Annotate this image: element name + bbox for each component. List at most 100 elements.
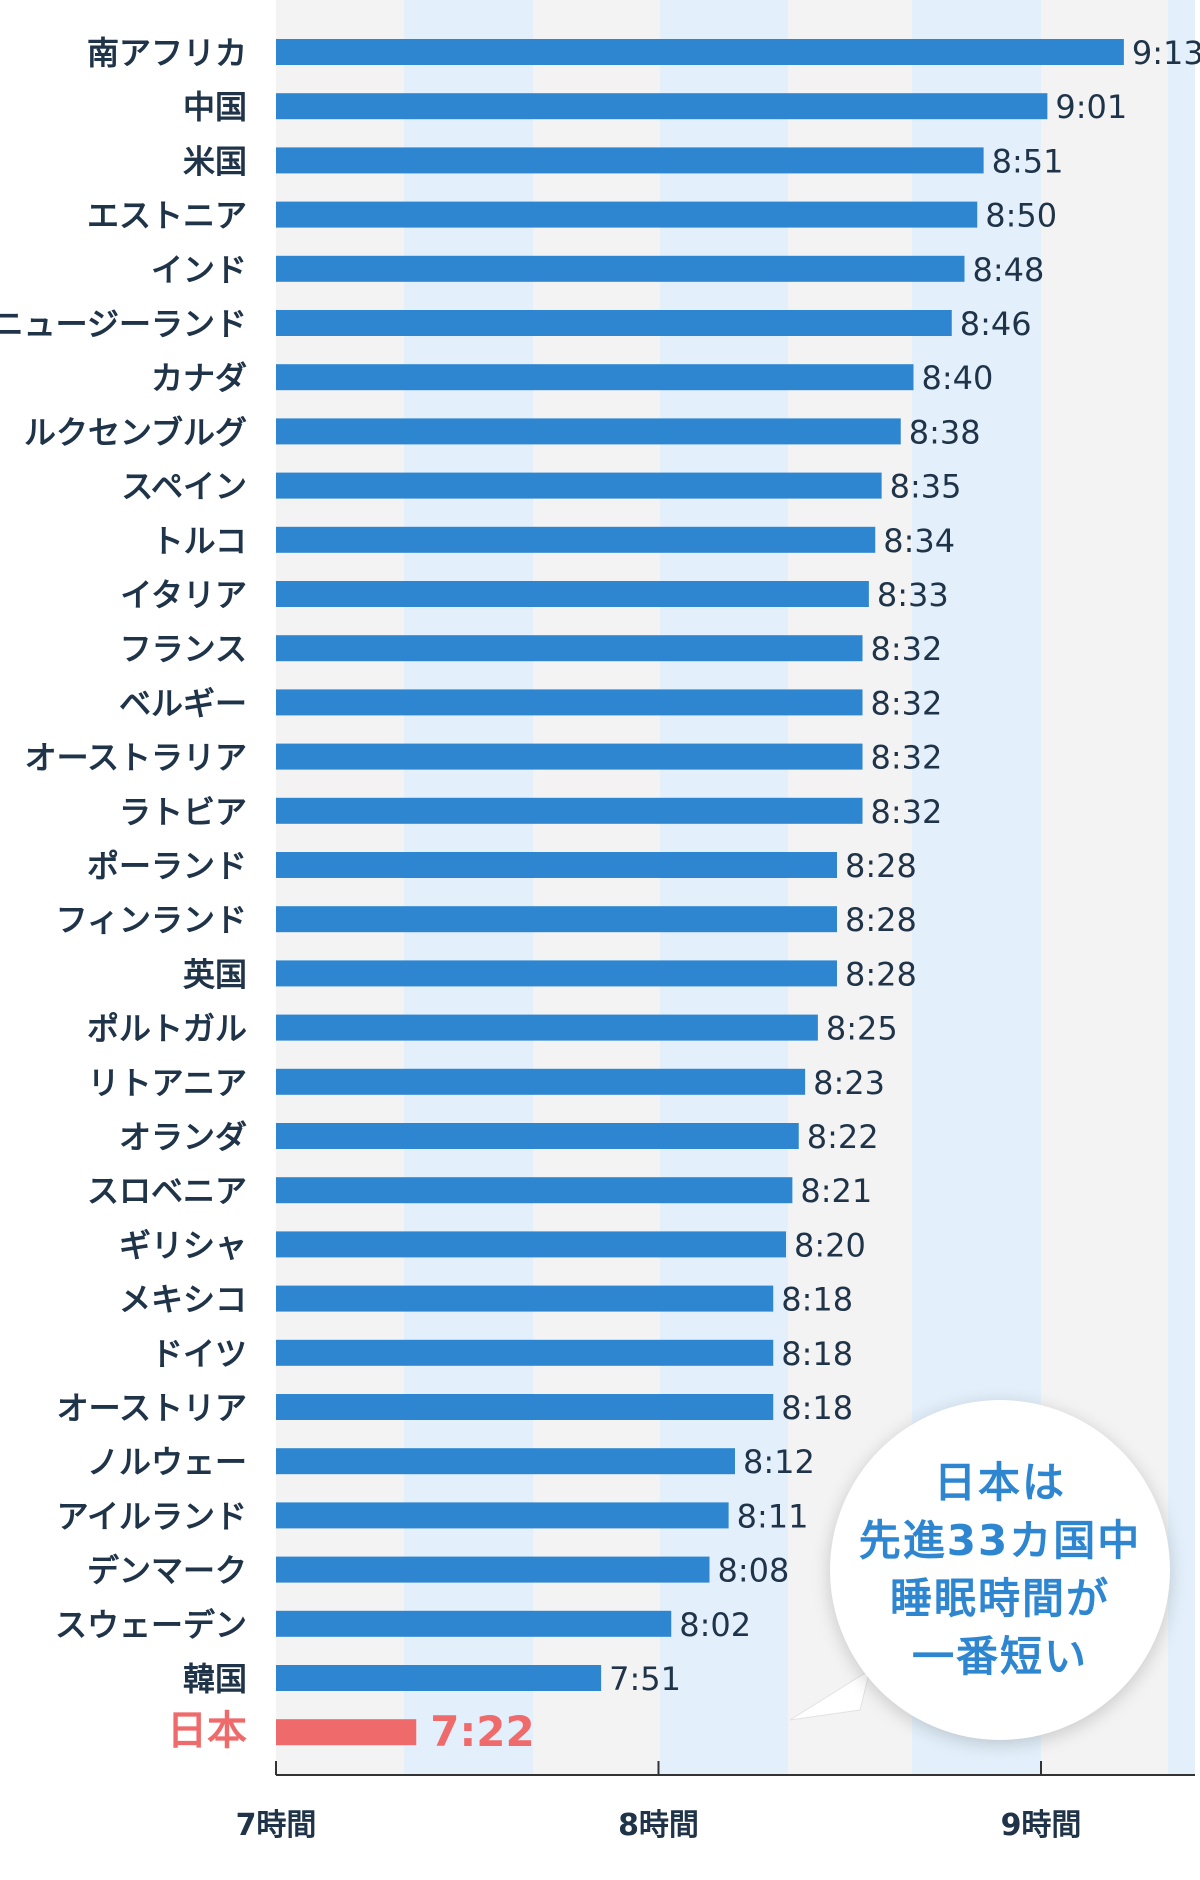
value-label: 8:48 bbox=[973, 251, 1045, 289]
category-label: オーストリア bbox=[57, 1389, 247, 1427]
value-label: 8:40 bbox=[922, 359, 994, 397]
bar bbox=[276, 526, 876, 553]
category-label: ノルウェー bbox=[87, 1443, 247, 1481]
category-label: ギリシャ bbox=[119, 1226, 247, 1264]
bar-highlight bbox=[276, 1719, 417, 1746]
category-label: 英国 bbox=[183, 955, 247, 993]
value-label: 8:28 bbox=[845, 847, 917, 885]
value-label: 7:22 bbox=[430, 1707, 534, 1756]
bar bbox=[276, 635, 863, 662]
bar bbox=[276, 797, 863, 824]
bars bbox=[276, 39, 1124, 1746]
bar bbox=[276, 472, 882, 499]
category-label: イタリア bbox=[120, 576, 247, 614]
value-label: 8:18 bbox=[781, 1335, 853, 1373]
bar bbox=[276, 1123, 799, 1149]
x-tick-label: 9時間 bbox=[1001, 1808, 1082, 1843]
callout-line: 先進33カ国中 bbox=[858, 1516, 1142, 1565]
category-label: スウェーデン bbox=[55, 1606, 247, 1644]
bar bbox=[276, 1014, 818, 1041]
value-label: 8:23 bbox=[813, 1064, 885, 1102]
category-label: トルコ bbox=[152, 522, 247, 560]
value-label: 8:50 bbox=[985, 197, 1057, 235]
value-label: 8:32 bbox=[871, 793, 943, 831]
bar bbox=[276, 1068, 806, 1095]
bar bbox=[276, 1177, 793, 1204]
bar bbox=[276, 743, 863, 770]
bar bbox=[276, 1339, 774, 1366]
background-band bbox=[276, 0, 404, 1775]
bar bbox=[276, 364, 914, 391]
category-label: デンマーク bbox=[87, 1552, 247, 1590]
category-label: 中国 bbox=[183, 88, 247, 126]
category-label: エストニア bbox=[87, 197, 247, 235]
callout-line: 一番短い bbox=[911, 1632, 1088, 1681]
bar bbox=[276, 1231, 786, 1258]
value-label: 8:32 bbox=[871, 739, 943, 777]
bar bbox=[276, 1448, 735, 1475]
value-label: 8:38 bbox=[909, 413, 981, 451]
callout-text: 日本は 先進33カ国中 睡眠時間が 一番短い bbox=[859, 1454, 1141, 1686]
bar bbox=[276, 689, 863, 716]
value-label: 8:46 bbox=[960, 305, 1032, 343]
category-label: フィンランド bbox=[56, 901, 247, 939]
value-label: 8:11 bbox=[737, 1497, 809, 1535]
category-label: 日本 bbox=[167, 1708, 247, 1754]
value-label: 8:28 bbox=[845, 955, 917, 993]
category-labels: 南アフリカ中国米国エストニアインドニュージーランドカナダルクセンブルグスペイント… bbox=[0, 34, 247, 1754]
value-label: 8:22 bbox=[807, 1118, 879, 1156]
value-label: 8:28 bbox=[845, 901, 917, 939]
category-label: スロベニア bbox=[87, 1172, 247, 1210]
value-label: 8:34 bbox=[883, 522, 955, 560]
bar bbox=[276, 1665, 602, 1691]
category-label: ドイツ bbox=[151, 1335, 247, 1373]
bar bbox=[276, 906, 837, 933]
background-band bbox=[404, 0, 533, 1775]
bar bbox=[276, 1394, 774, 1420]
value-label: 8:35 bbox=[890, 468, 962, 506]
background-bands bbox=[276, 0, 1195, 1775]
category-label: リトアニア bbox=[88, 1064, 247, 1102]
x-tick-label: 8時間 bbox=[618, 1808, 699, 1843]
category-label: ポーランド bbox=[87, 847, 247, 885]
bar bbox=[276, 255, 965, 282]
bar bbox=[276, 310, 952, 336]
category-label: ルクセンブルグ bbox=[24, 413, 247, 451]
bar bbox=[276, 93, 1048, 120]
bar bbox=[276, 852, 837, 878]
background-band bbox=[660, 0, 788, 1775]
category-label: オランダ bbox=[119, 1118, 247, 1156]
value-label: 8:08 bbox=[718, 1552, 790, 1590]
bar bbox=[276, 581, 869, 607]
background-band bbox=[1168, 0, 1195, 1775]
category-label: アイルランド bbox=[57, 1497, 247, 1535]
value-label: 8:18 bbox=[781, 1281, 853, 1319]
callout-bubble: 日本は 先進33カ国中 睡眠時間が 一番短い bbox=[830, 1400, 1170, 1740]
category-label: オーストラリア bbox=[25, 739, 247, 777]
category-label: ニュージーランド bbox=[0, 305, 247, 343]
bar bbox=[276, 418, 901, 445]
value-label: 8:32 bbox=[871, 684, 943, 722]
callout-line: 睡眠時間が bbox=[889, 1574, 1110, 1623]
bar bbox=[276, 39, 1124, 65]
value-label: 8:25 bbox=[826, 1010, 898, 1048]
value-label: 8:12 bbox=[743, 1443, 815, 1481]
bar bbox=[276, 201, 978, 228]
value-label: 8:20 bbox=[794, 1226, 866, 1264]
category-label: ラトビア bbox=[119, 793, 247, 831]
category-label: メキシコ bbox=[119, 1281, 247, 1319]
bar bbox=[276, 1610, 672, 1637]
category-label: ポルトガル bbox=[87, 1010, 247, 1048]
value-label: 8:51 bbox=[992, 142, 1064, 180]
bar bbox=[276, 960, 837, 987]
value-labels: 9:139:01 8:51 8:50 8:48 8:46 8:40 8:38 8:35 8:34… bbox=[430, 34, 1200, 1756]
category-label: インド bbox=[151, 251, 247, 289]
category-label: フランス bbox=[120, 630, 247, 668]
value-label: 9:01 bbox=[1055, 88, 1127, 126]
value-label: 8:02 bbox=[679, 1606, 751, 1644]
x-axis: 7時間 8時間 9時間 bbox=[236, 1761, 1195, 1843]
category-label: 南アフリカ bbox=[87, 34, 247, 72]
bar bbox=[276, 1502, 729, 1529]
